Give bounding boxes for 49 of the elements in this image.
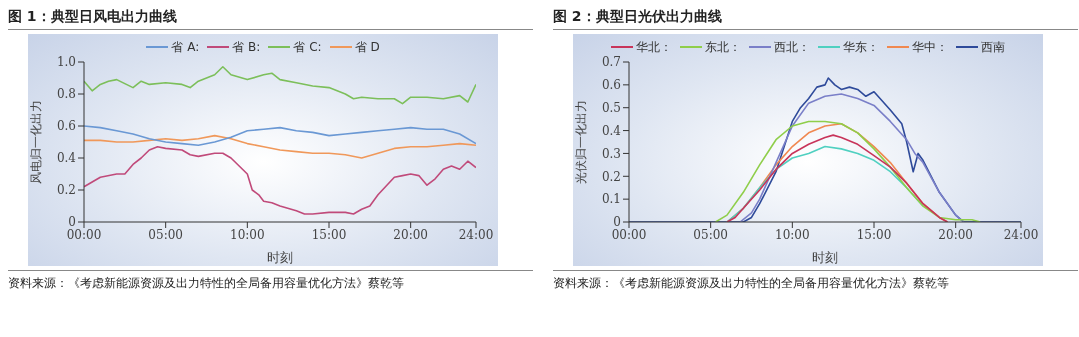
y-tick-label: 0.5 [601,100,621,115]
x-tick-label: 00:00 [611,227,647,242]
x-tick-label: 20:00 [938,227,973,242]
x-axis-title: 时刻 [812,250,838,265]
line-series [84,125,476,146]
y-tick-label: 0.1 [601,192,621,207]
x-tick-label: 24:00 [1003,227,1039,242]
chart-title: 图 2：典型日光伏出力曲线 [553,8,1078,30]
y-tick-label: 0 [613,215,621,230]
legend-label: 省 B: [232,40,261,54]
y-tick-label: 0.8 [56,87,76,102]
line-series [84,134,476,159]
y-tick-label: 0.4 [601,123,622,138]
x-tick-label: 00:00 [66,227,102,242]
line-series [714,120,981,222]
legend-label: 华中： [912,40,948,54]
y-tick-label: 1.0 [56,55,76,70]
legend-label: 西北： [774,40,810,54]
x-tick-label: 05:00 [693,227,728,242]
y-axis-title: 风电归一化出力 [29,100,44,184]
x-tick-label: 20:00 [393,227,428,242]
text: 资料来源：《考虑新能源资源及出力特性的全局备用容量优化方法》蔡乾等 [8,270,533,292]
text: 资料来源：《考虑新能源资源及出力特性的全局备用容量优化方法》蔡乾等 [553,270,1078,292]
legend-label: 华东： [843,40,879,54]
x-tick-label: 15:00 [311,227,347,242]
x-axis-title: 时刻 [267,250,293,265]
y-tick-label: 0.2 [56,183,76,198]
y-tick-label: 0.7 [601,55,621,70]
x-tick-label: 05:00 [148,227,183,242]
line-series [84,66,476,105]
y-tick-label: 0.6 [56,119,76,134]
legend-label: 华北： [636,40,672,54]
x-tick-label: 10:00 [775,227,810,242]
x-tick-label: 10:00 [230,227,265,242]
chart-title: 图 1：典型日风电出力曲线 [8,8,533,30]
legend-label: 东北： [705,40,741,54]
y-tick-label: 0.3 [601,146,621,161]
legend-label: 省 D [354,40,380,54]
y-tick-label: 0.4 [56,151,77,166]
x-tick-label: 24:00 [458,227,494,242]
y-tick-label: 0.6 [601,78,621,93]
y-tick-label: 0.2 [601,169,621,184]
legend-label: 西南 [981,40,1005,54]
y-axis-title: 光伏归一化出力 [574,100,589,184]
x-tick-label: 15:00 [856,227,892,242]
legend-label: 省 C: [293,40,322,54]
legend-label: 省 A: [171,40,200,54]
line-series [84,146,476,215]
y-tick-label: 0 [68,215,76,230]
